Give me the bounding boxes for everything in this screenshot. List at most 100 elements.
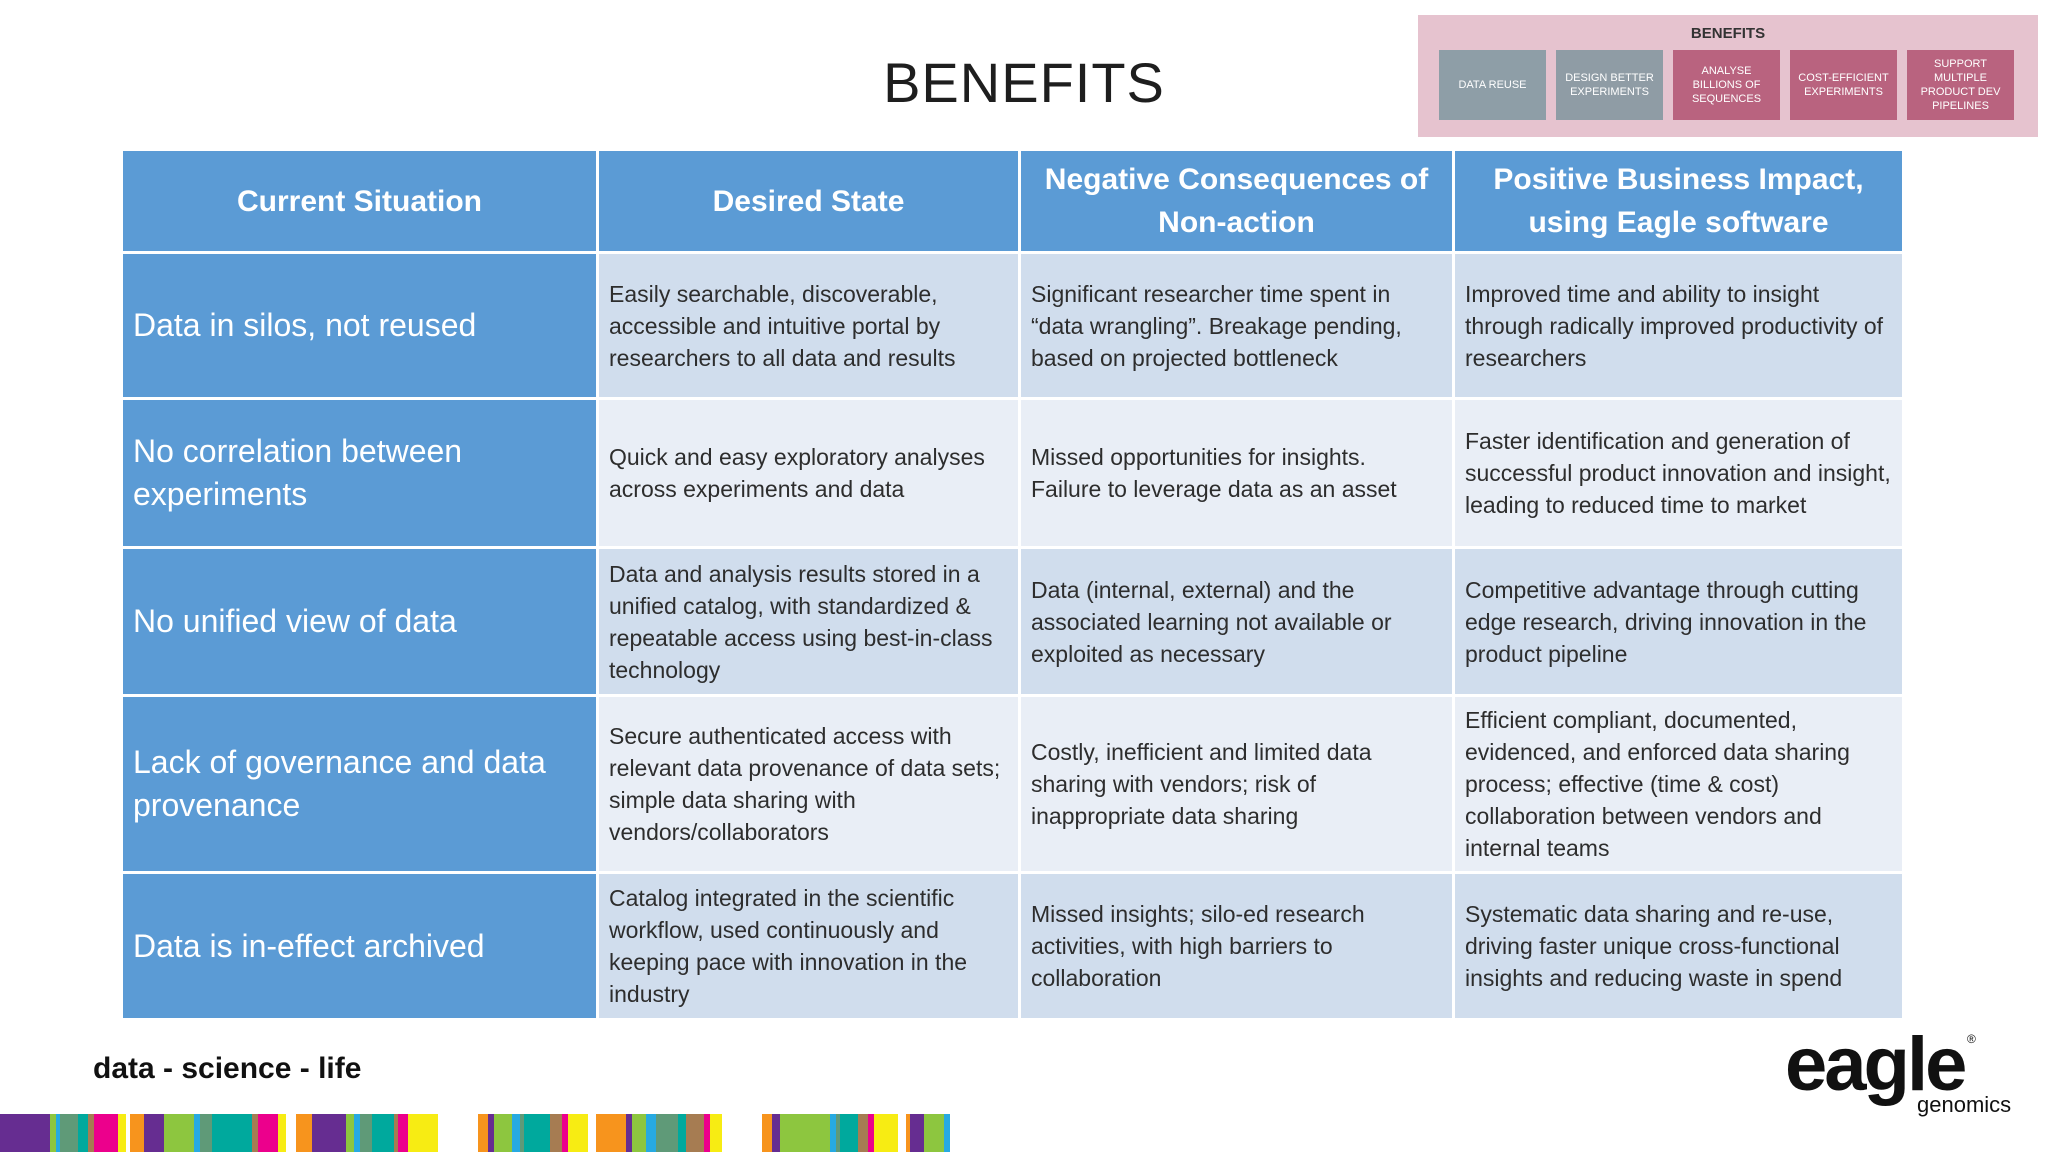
color-stripe [836, 1114, 840, 1152]
color-stripe [906, 1114, 910, 1152]
color-stripe [772, 1114, 780, 1152]
color-stripe [252, 1114, 258, 1152]
table-row: Data is in-effect archived Catalog integ… [120, 871, 1905, 1021]
color-stripe [144, 1114, 164, 1152]
color-stripe [296, 1114, 312, 1152]
color-stripe [858, 1114, 868, 1152]
positive-cell: Improved time and ability to insight thr… [1452, 251, 1905, 400]
negative-cell: Data (internal, external) and the associ… [1018, 546, 1455, 697]
color-stripe [94, 1114, 118, 1152]
color-stripe [286, 1114, 296, 1152]
color-stripe [354, 1114, 360, 1152]
color-stripe [478, 1114, 488, 1152]
nav-data-reuse-button[interactable]: DATA REUSE [1439, 50, 1546, 120]
color-stripe [944, 1114, 950, 1152]
color-stripe [398, 1114, 408, 1152]
color-stripe [346, 1114, 354, 1152]
situation-cell: Data is in-effect archived [120, 871, 599, 1021]
color-stripe [360, 1114, 372, 1152]
color-stripe [910, 1114, 924, 1152]
color-stripe [200, 1114, 212, 1152]
color-stripe [924, 1114, 944, 1152]
color-stripe [632, 1114, 646, 1152]
table-row: Data in silos, not reused Easily searcha… [120, 251, 1905, 400]
color-stripe [126, 1114, 130, 1152]
color-stripe [212, 1114, 252, 1152]
color-stripe [278, 1114, 286, 1152]
color-stripe [562, 1114, 568, 1152]
color-stripe [88, 1114, 94, 1152]
color-stripe [50, 1114, 56, 1152]
color-stripe [596, 1114, 626, 1152]
benefits-nav-panel: BENEFITS DATA REUSE DESIGN BETTER EXPERI… [1418, 15, 2038, 137]
situation-cell: Data in silos, not reused [120, 251, 599, 400]
table-row: No unified view of data Data and analysi… [120, 546, 1905, 697]
color-stripe [488, 1114, 494, 1152]
color-stripe [656, 1114, 678, 1152]
header-current-situation: Current Situation [120, 148, 599, 254]
color-stripe [874, 1114, 898, 1152]
color-stripe [568, 1114, 588, 1152]
table-row: Lack of governance and data provenance S… [120, 694, 1905, 874]
color-stripe [394, 1114, 398, 1152]
color-stripe [840, 1114, 858, 1152]
color-stripe [118, 1114, 126, 1152]
logo-subtitle: genomics [1917, 1092, 2012, 1117]
nav-design-better-experiments-button[interactable]: DESIGN BETTER EXPERIMENTS [1556, 50, 1663, 120]
color-stripe [722, 1114, 762, 1152]
color-stripe [164, 1114, 194, 1152]
color-stripe [588, 1114, 596, 1152]
color-stripe [60, 1114, 78, 1152]
positive-cell: Competitive advantage through cutting ed… [1452, 546, 1905, 697]
positive-cell: Systematic data sharing and re-use, driv… [1452, 871, 1905, 1021]
header-negative-consequences: Negative Consequences of Non-action [1018, 148, 1455, 254]
color-stripe [678, 1114, 686, 1152]
color-stripe [626, 1114, 632, 1152]
desired-cell: Secure authenticated access with relevan… [596, 694, 1021, 874]
color-stripe [0, 1114, 50, 1152]
color-stripe [524, 1114, 550, 1152]
color-stripe [438, 1114, 478, 1152]
color-stripe [762, 1114, 772, 1152]
color-stripe [494, 1114, 512, 1152]
negative-cell: Missed insights; silo-ed research activi… [1018, 871, 1455, 1021]
table-row: No correlation between experiments Quick… [120, 397, 1905, 549]
header-positive-impact: Positive Business Impact, using Eagle so… [1452, 148, 1905, 254]
nav-cost-efficient-button[interactable]: COST-EFFICIENT EXPERIMENTS [1790, 50, 1897, 120]
color-stripe [512, 1114, 520, 1152]
situation-cell: No correlation between experiments [120, 397, 599, 549]
situation-cell: No unified view of data [120, 546, 599, 697]
negative-cell: Costly, inefficient and limited data sha… [1018, 694, 1455, 874]
logo-wordmark: eagle [1785, 1022, 1967, 1107]
color-stripe [312, 1114, 346, 1152]
desired-cell: Data and analysis results stored in a un… [596, 546, 1021, 697]
color-stripe [408, 1114, 438, 1152]
positive-cell: Efficient compliant, documented, evidenc… [1452, 694, 1905, 874]
nav-analyse-billions-button[interactable]: ANALYSE BILLIONS OF SEQUENCES [1673, 50, 1780, 120]
desired-cell: Quick and easy exploratory analyses acro… [596, 397, 1021, 549]
situation-cell: Lack of governance and data provenance [120, 694, 599, 874]
color-stripe [868, 1114, 874, 1152]
eagle-genomics-logo: eagle ® genomics [1785, 1022, 2025, 1140]
table-header-row: Current Situation Desired State Negative… [120, 148, 1905, 254]
color-stripes-decoration [0, 1114, 950, 1152]
color-stripe [56, 1114, 60, 1152]
negative-cell: Missed opportunities for insights. Failu… [1018, 397, 1455, 549]
color-stripe [550, 1114, 562, 1152]
color-stripe [646, 1114, 656, 1152]
color-stripe [780, 1114, 830, 1152]
color-stripe [830, 1114, 836, 1152]
color-stripe [686, 1114, 704, 1152]
color-stripe [898, 1114, 906, 1152]
color-stripe [520, 1114, 524, 1152]
benefits-table: Current Situation Desired State Negative… [120, 148, 1905, 1021]
desired-cell: Catalog integrated in the scientific wor… [596, 871, 1021, 1021]
color-stripe [710, 1114, 722, 1152]
positive-cell: Faster identification and generation of … [1452, 397, 1905, 549]
nav-support-pipelines-button[interactable]: SUPPORT MULTIPLE PRODUCT DEV PIPELINES [1907, 50, 2014, 120]
desired-cell: Easily searchable, discoverable, accessi… [596, 251, 1021, 400]
color-stripe [130, 1114, 144, 1152]
color-stripe [78, 1114, 88, 1152]
negative-cell: Significant researcher time spent in “da… [1018, 251, 1455, 400]
color-stripe [704, 1114, 710, 1152]
